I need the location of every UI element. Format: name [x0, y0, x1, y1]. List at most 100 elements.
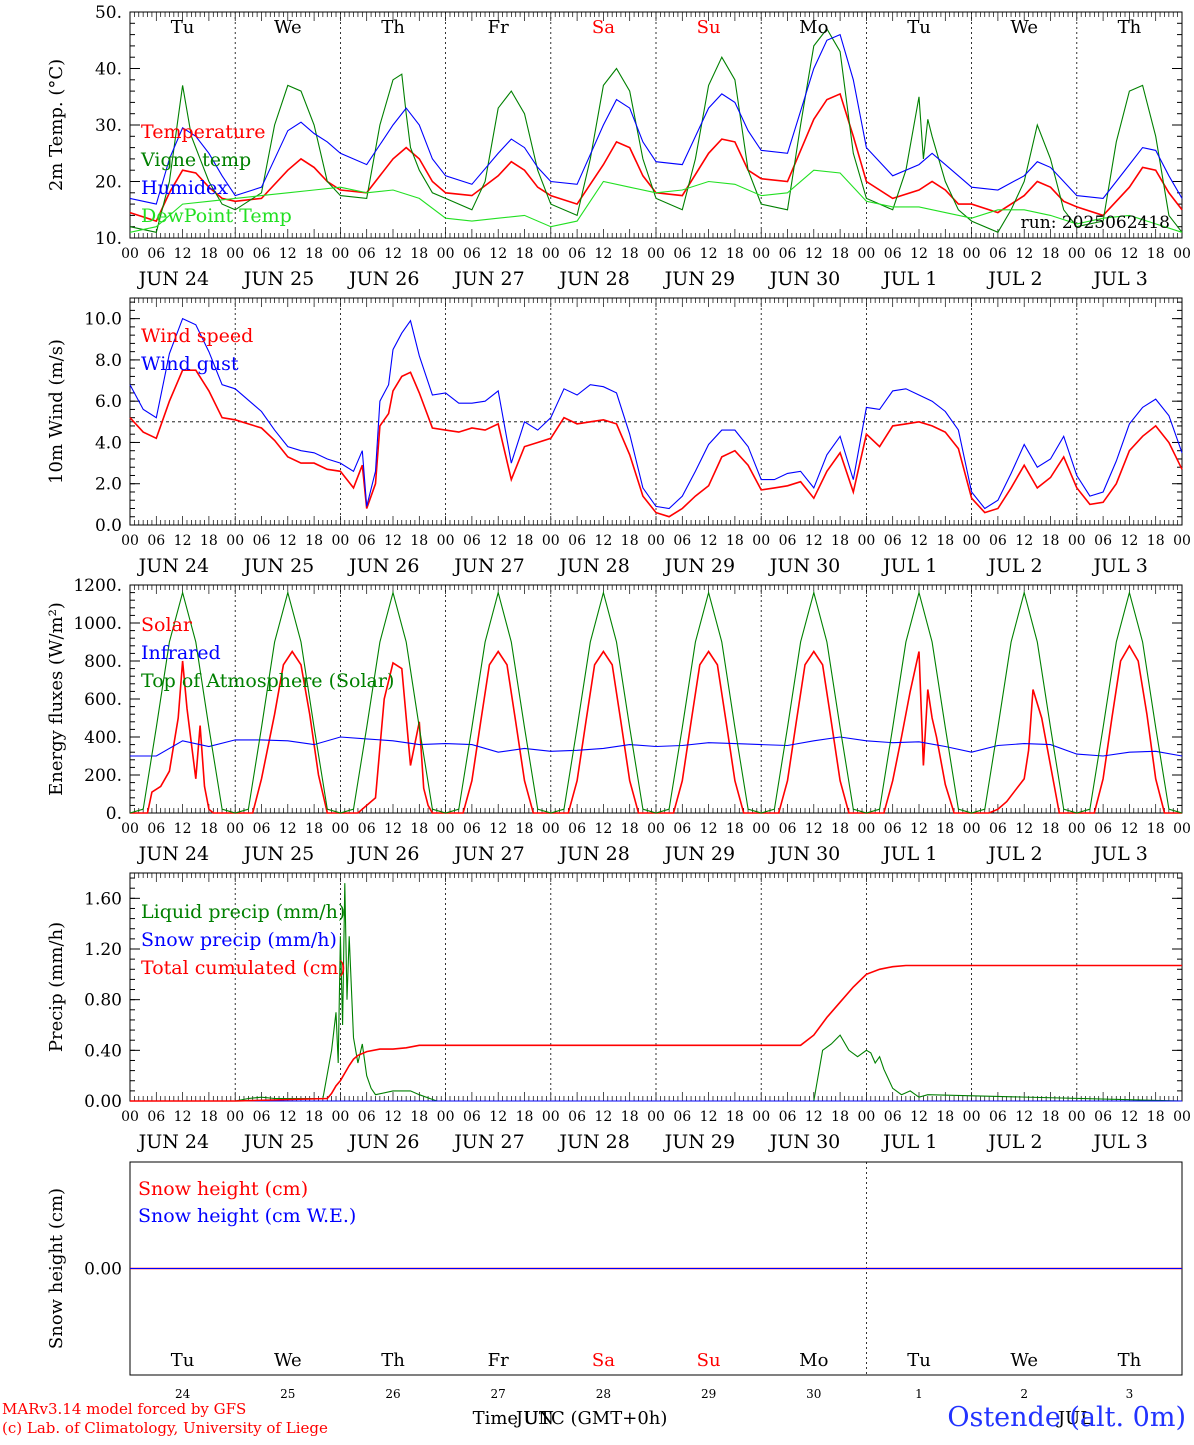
hour-tick-label: 06 [1094, 246, 1112, 262]
y-tick-label: 30. [95, 116, 122, 136]
hour-tick-label: 00 [752, 1109, 770, 1125]
hour-tick-label: 12 [910, 1109, 928, 1125]
day-label: JUL 1 [881, 1131, 937, 1153]
hour-tick-label: 18 [200, 821, 218, 837]
hour-tick-label: 00 [437, 1109, 455, 1125]
hour-tick-label: 12 [384, 246, 402, 262]
weekday-label: Tu [171, 1350, 195, 1371]
day-label: JUL 2 [986, 843, 1042, 865]
legend-entry: Temperature [141, 121, 265, 143]
y-tick-label: 8.0 [95, 351, 122, 371]
hour-tick-label: 18 [726, 1109, 744, 1125]
hour-tick-label: 00 [331, 1109, 349, 1125]
y-tick-label: 0.00 [84, 1092, 122, 1112]
hour-tick-label: 12 [805, 1109, 823, 1125]
weekday-label: Mo [799, 17, 828, 38]
day-number-label: 28 [596, 1387, 611, 1401]
day-number-label: 29 [701, 1387, 716, 1401]
y-tick-label: 1200. [73, 576, 122, 596]
hour-tick-label: 18 [410, 533, 428, 549]
hour-tick-label: 12 [700, 533, 718, 549]
day-number-label: 3 [1126, 1387, 1134, 1401]
day-label: JUN 26 [347, 843, 419, 865]
hour-tick-label: 00 [857, 821, 875, 837]
hour-tick-label: 18 [1042, 246, 1060, 262]
y-tick-label: 50. [95, 3, 122, 23]
day-number-label: 2 [1020, 1387, 1028, 1401]
day-label: JUN 26 [347, 1131, 419, 1153]
hour-tick-label: 12 [279, 821, 297, 837]
hour-tick-label: 12 [1015, 246, 1033, 262]
hour-tick-label: 00 [437, 821, 455, 837]
y-tick-label: 1.60 [84, 889, 122, 909]
series-line-total-cumulated-cm- [130, 964, 1182, 1102]
hour-tick-label: 12 [384, 821, 402, 837]
day-label: JUN 29 [663, 555, 735, 577]
weekday-label: We [274, 1350, 302, 1371]
day-label: JUN 24 [137, 843, 209, 865]
hour-tick-label: 12 [805, 246, 823, 262]
hour-tick-label: 12 [1120, 821, 1138, 837]
hour-tick-label: 12 [174, 821, 192, 837]
hour-tick-label: 18 [1042, 821, 1060, 837]
weekday-label: Tu [171, 17, 195, 38]
hour-tick-label: 18 [410, 821, 428, 837]
day-label: JUN 26 [347, 555, 419, 577]
y-tick-label: 0.80 [84, 991, 122, 1011]
hour-tick-label: 00 [1173, 533, 1191, 549]
y-tick-label: 40. [95, 60, 122, 80]
hour-tick-label: 12 [279, 1109, 297, 1125]
hour-tick-label: 06 [253, 821, 271, 837]
day-label: JUN 30 [768, 268, 840, 290]
y-tick-label: 600. [84, 690, 122, 710]
hour-tick-label: 00 [752, 533, 770, 549]
hour-tick-label: 00 [226, 533, 244, 549]
hour-tick-label: 00 [647, 533, 665, 549]
day-label: JUN 30 [768, 843, 840, 865]
weekday-label: Tu [907, 17, 931, 38]
hour-tick-label: 12 [1015, 1109, 1033, 1125]
plot-frame [129, 297, 1183, 526]
hour-tick-label: 06 [358, 246, 376, 262]
hour-tick-label: 12 [805, 821, 823, 837]
hour-tick-label: 06 [779, 533, 797, 549]
panel-4: 0.00 0.40 0.80 1.20 1.60 Precip (mm/h) Liquid … [46, 872, 1191, 1153]
hour-tick-label: 00 [1173, 1109, 1191, 1125]
hour-tick-label: 06 [147, 821, 165, 837]
series-line-vigne-temp [129, 27, 1183, 233]
legend-entry: Snow precip (mm/h) [141, 929, 337, 951]
x-axis-label: Time UTC (GMT+0h) [473, 1408, 668, 1429]
series-line-wind-gust [129, 317, 1183, 510]
hour-tick-label: 18 [831, 533, 849, 549]
hour-tick-label: 18 [305, 246, 323, 262]
weekday-label: Th [1118, 17, 1142, 38]
weekday-label: Fr [488, 17, 509, 38]
hour-tick-label: 06 [1094, 821, 1112, 837]
y-tick-label: 0. [106, 804, 122, 824]
hour-tick-label: 00 [226, 1109, 244, 1125]
day-label: JUL 2 [986, 1131, 1042, 1153]
hour-tick-label: 12 [594, 533, 612, 549]
hour-tick-label: 06 [358, 821, 376, 837]
weekday-label: Fr [488, 1350, 509, 1371]
day-number-label: 25 [280, 1387, 295, 1401]
hour-tick-label: 00 [963, 246, 981, 262]
hour-tick-label: 12 [594, 1109, 612, 1125]
series-line-top-of-atmosphere-solar- [129, 590, 1183, 814]
day-label: JUL 1 [881, 268, 937, 290]
day-number-label: 30 [806, 1387, 821, 1401]
day-label: JUL 1 [881, 843, 937, 865]
hour-tick-label: 18 [516, 821, 534, 837]
hour-tick-label: 18 [305, 1109, 323, 1125]
y-tick-label: 800. [84, 652, 122, 672]
hour-tick-label: 06 [463, 246, 481, 262]
weekday-label: Tu [907, 1350, 931, 1371]
hour-tick-label: 18 [726, 821, 744, 837]
hour-tick-label: 18 [410, 246, 428, 262]
hour-tick-label: 00 [542, 1109, 560, 1125]
day-label: JUN 25 [242, 843, 314, 865]
hour-tick-label: 00 [542, 533, 560, 549]
hour-tick-label: 06 [673, 821, 691, 837]
day-label: JUL 3 [1091, 555, 1147, 577]
y-tick-label: 20. [95, 173, 122, 193]
